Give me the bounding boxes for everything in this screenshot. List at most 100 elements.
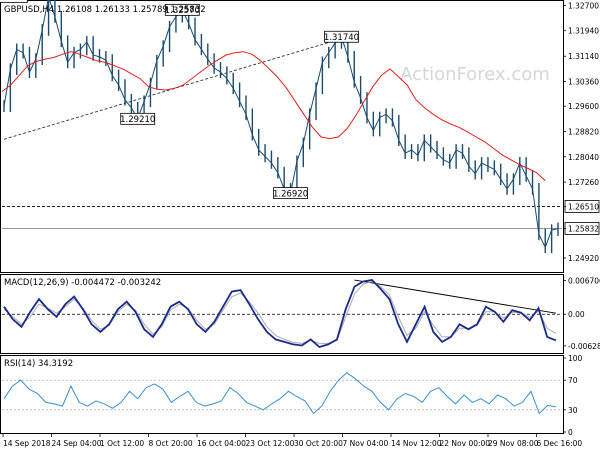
price-segment: [245, 114, 253, 135]
price-segment: [41, 0, 49, 31]
price-segment: [436, 152, 444, 161]
price-segment: [551, 227, 559, 231]
price-segment: [544, 229, 553, 248]
price-segment: [200, 49, 209, 60]
rsi-y-tick-label: 0: [568, 428, 573, 437]
price-segment: [124, 99, 132, 109]
price-segment: [353, 81, 362, 99]
price-segment: [443, 159, 450, 164]
y-tick-label: 1.25832: [568, 224, 599, 233]
price-segment: [67, 52, 75, 63]
price-point-label: 1.31740: [324, 30, 359, 43]
price-segment: [347, 56, 355, 82]
x-axis: 14 Sep 2018 24 Sep 04:001 Oct 12:00 8 Oct …: [2, 434, 583, 448]
price-segment: [366, 117, 374, 131]
price-point-label: 1.26920: [273, 187, 308, 199]
price-segment: [258, 149, 266, 157]
price-segment: [162, 26, 171, 47]
price-segment: [417, 140, 425, 156]
price-segment: [481, 162, 489, 167]
price-segment: [16, 48, 24, 54]
rsi-line: [3, 372, 557, 415]
rsi-y-tick-label: 30: [568, 406, 578, 415]
price-segment: [328, 42, 336, 53]
price-segment: [29, 58, 37, 73]
rsi-panel-frame: [0, 355, 564, 434]
price-segment: [404, 149, 412, 154]
svg-text:1.26920: 1.26920: [273, 189, 308, 199]
x-tick-label: 6 Dec 16:00: [537, 439, 583, 448]
price-segment: [360, 97, 368, 118]
price-segment: [398, 140, 406, 154]
price-segment: [538, 234, 546, 248]
price-segment: [188, 23, 196, 40]
y-tick-label: 1.26510: [568, 202, 599, 211]
price-segment: [315, 62, 323, 89]
price-point-label: 1.32970: [0, 0, 28, 3]
rsi-y-tick-label: 70: [568, 376, 578, 385]
price-segment: [411, 149, 419, 156]
price-segment: [391, 120, 400, 141]
x-tick-label: 29 Nov 08:00: [488, 439, 539, 448]
price-segment: [232, 88, 241, 102]
price-segment: [156, 45, 164, 61]
price-segment: [512, 162, 521, 180]
x-tick-label: 24 Sep 04:00: [52, 439, 102, 448]
price-segment: [468, 165, 476, 174]
y-tick-label: 1.32700: [568, 2, 599, 11]
svg-text:1.32570: 1.32570: [165, 6, 200, 16]
rsi-panel: 100 70 30 0 RSI(14) 34.3192: [0, 354, 583, 437]
svg-text:1.31740: 1.31740: [324, 33, 359, 43]
price-segment: [194, 39, 202, 50]
svg-text:1.32970: 1.32970: [0, 0, 28, 3]
price-segment: [149, 60, 158, 84]
price-segment: [226, 78, 234, 89]
price-segment: [493, 169, 502, 180]
y-tick-label: 1.30360: [568, 78, 599, 87]
price-segment: [54, 16, 62, 42]
price-segment: [525, 175, 533, 190]
price-segment: [169, 16, 177, 27]
price-point-label: 1.32570: [165, 3, 200, 16]
price-segment: [487, 165, 495, 170]
y-tick-label: 1.27260: [568, 178, 599, 187]
price-segment: [220, 71, 228, 79]
price-segment: [207, 58, 215, 69]
price-segment: [213, 67, 221, 73]
price-segment: [385, 113, 393, 122]
x-tick-label: 23 Oct 12:00: [246, 439, 295, 448]
x-tick-label: 14 Sep 2018: [3, 439, 51, 448]
macd-header: MACD(12,26,9) -0.004472 -0.003242: [4, 278, 161, 288]
x-tick-label: 16 Oct 04:00: [197, 439, 246, 448]
price-segment: [296, 143, 304, 162]
price-segment: [309, 88, 317, 115]
moving-average-line: [1, 51, 546, 182]
price-segment: [372, 117, 381, 131]
price-point-label: 1.29210: [120, 112, 155, 125]
x-tick-label: 8 Oct 20:00: [149, 439, 193, 448]
y-tick-label: 1.28040: [568, 153, 599, 162]
x-tick-label: 14 Nov 12:00: [391, 439, 442, 448]
price-segment: [111, 75, 120, 86]
x-tick-label: 7 Nov 04:00: [343, 439, 389, 448]
price-segment: [462, 152, 470, 167]
price-segment: [99, 56, 107, 61]
y-tick-label: 1.31940: [568, 26, 599, 35]
price-panel-frame: [0, 0, 564, 273]
price-segment: [379, 113, 387, 118]
y-tick-label: 1.24920: [568, 254, 599, 263]
price-segment: [118, 84, 126, 100]
price-segment: [35, 29, 43, 60]
price-segment: [500, 178, 508, 190]
price-segment: [474, 162, 483, 174]
price-segment: [93, 54, 100, 58]
price-segment: [9, 49, 18, 70]
price-segment: [60, 41, 69, 63]
price-segment: [264, 156, 272, 164]
watermark: ActionForex.com: [400, 64, 550, 85]
macd-trendline: [354, 279, 557, 314]
price-segment: [277, 172, 285, 190]
price-segment: [430, 146, 438, 154]
price-segment: [449, 149, 457, 164]
